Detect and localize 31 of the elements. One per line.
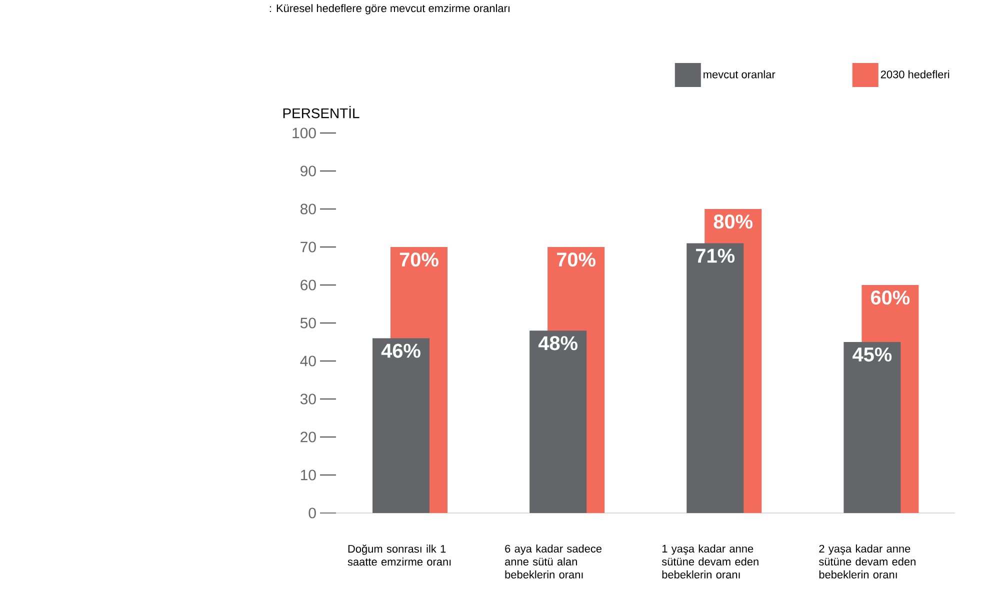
data-label: 45% xyxy=(852,348,892,362)
legend-label: 2030 hedefleri xyxy=(880,70,950,78)
bar xyxy=(530,330,587,513)
chart-title: : Küresel hedeflere göre mevcut emzirme oranları xyxy=(270,4,510,14)
data-label: 70% xyxy=(400,252,438,267)
data-label: 70% xyxy=(556,252,596,267)
y-axis-title: PERSENTİL xyxy=(283,106,360,118)
y-tick-label: 30 xyxy=(300,394,316,404)
data-label: 80% xyxy=(714,214,753,229)
y-tick-label: 90 xyxy=(300,166,316,176)
y-tick-label: 40 xyxy=(300,356,316,366)
x-tick-label: Doğum sonrası ilk 1 saatte emzirme oranı xyxy=(348,544,451,566)
data-label: 48% xyxy=(538,336,578,350)
data-label: 60% xyxy=(870,290,910,305)
bar xyxy=(372,338,430,513)
legend-label: mevcut oranlar xyxy=(704,70,776,78)
x-tick-label: 1 yaşa kadar anne sütüne devam eden bebeklerin oranı xyxy=(662,544,758,578)
bar xyxy=(686,243,744,513)
data-label: 46% xyxy=(381,344,420,358)
x-tick-label: 2 yaşa kadar anne sütüne devam eden bebeklerin oranı xyxy=(819,544,916,578)
y-tick-label: 60 xyxy=(300,280,316,290)
y-tick-label: 80 xyxy=(300,204,316,214)
y-tick-label: 20 xyxy=(300,432,316,442)
y-tick-label: 50 xyxy=(300,318,316,328)
y-tick-label: 100 xyxy=(292,128,316,138)
x-tick-label: 6 aya kadar sadece anne sütü alan bebeklerin oranı xyxy=(505,544,602,578)
y-tick-label: 70 xyxy=(300,242,316,252)
data-label: 71% xyxy=(696,248,735,263)
bar xyxy=(844,342,901,513)
y-tick-label: 10 xyxy=(301,470,316,480)
y-tick-label: 0 xyxy=(308,508,316,518)
